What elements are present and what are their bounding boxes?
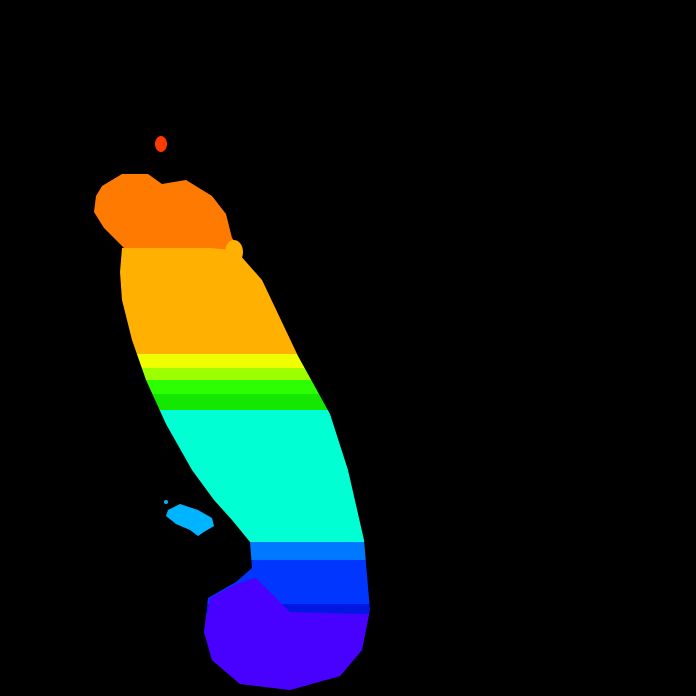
light-blue-band	[120, 542, 370, 560]
isolated-blob-region	[166, 504, 214, 536]
green-band	[120, 380, 370, 394]
cyan-body-region	[120, 410, 370, 542]
blue-band	[120, 560, 370, 604]
yellow-band	[120, 354, 370, 368]
neck-nub	[225, 240, 243, 264]
head-region	[94, 174, 238, 250]
violet-base-region	[204, 578, 366, 690]
dark-blue-line	[120, 604, 370, 614]
top-speck-region	[155, 136, 167, 152]
isolated-blob-speck	[164, 500, 168, 504]
green-band-dark	[120, 394, 370, 410]
lime-band	[120, 368, 370, 380]
